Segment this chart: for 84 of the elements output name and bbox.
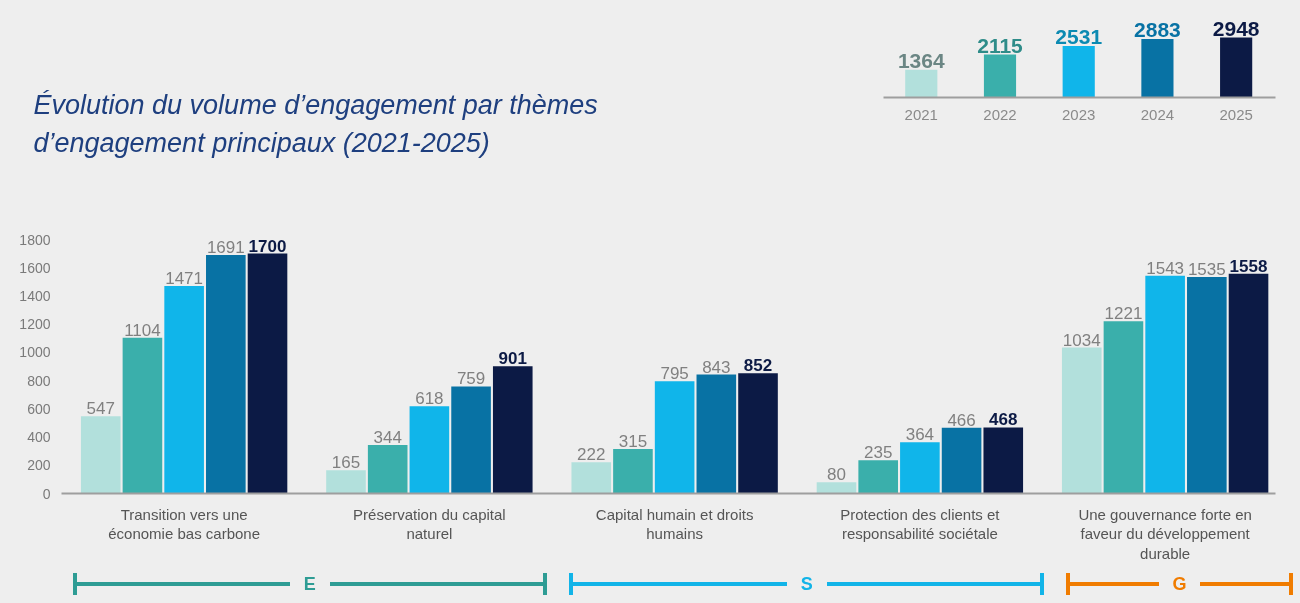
bar xyxy=(654,381,695,494)
x-tick-label: 2021 xyxy=(904,105,938,123)
bar xyxy=(1062,46,1095,98)
bar xyxy=(206,254,246,494)
bar xyxy=(900,442,940,494)
data-label: 344 xyxy=(373,427,402,447)
x-tick-label: Préservation du capital naturel xyxy=(353,505,506,543)
text: G xyxy=(1171,573,1188,595)
bar xyxy=(858,460,898,494)
bar xyxy=(1220,37,1253,98)
bar xyxy=(816,482,857,494)
y-tick-label: 400 xyxy=(27,429,51,446)
data-label: 1691 xyxy=(206,237,245,257)
data-label: 466 xyxy=(947,410,976,430)
data-label: 222 xyxy=(577,445,606,465)
data-label: 468 xyxy=(989,410,1018,430)
bar xyxy=(905,69,938,98)
data-label: 547 xyxy=(86,399,115,419)
data-label: 2883 xyxy=(1134,17,1181,41)
y-tick-label: 800 xyxy=(27,372,51,389)
bar xyxy=(571,462,612,494)
data-label: 1104 xyxy=(124,320,161,340)
y-tick-label: 1000 xyxy=(19,344,51,361)
data-label: 759 xyxy=(456,369,486,389)
x-tick-label: 2022 xyxy=(983,105,1017,123)
bar xyxy=(941,427,982,494)
y-tick-label: 0 xyxy=(42,485,51,502)
y-tick-label: 1400 xyxy=(19,287,51,304)
data-label: 364 xyxy=(905,425,935,445)
data-label: 2948 xyxy=(1212,16,1260,40)
bar xyxy=(122,337,163,494)
data-label: 618 xyxy=(415,389,444,409)
x-tick-label: Une gouvernance forte en faveur du développement durable xyxy=(1078,505,1252,562)
x-tick-label: Capital humain et droits humains xyxy=(595,505,754,543)
bar xyxy=(738,373,778,494)
data-label: 843 xyxy=(702,357,731,377)
bar xyxy=(1061,347,1102,494)
data-label: 795 xyxy=(660,364,689,384)
bar xyxy=(1145,275,1185,494)
data-label: 901 xyxy=(498,349,527,369)
bar xyxy=(326,470,366,494)
data-label: 315 xyxy=(618,432,648,452)
text: S xyxy=(799,573,814,595)
data-label: 165 xyxy=(331,453,361,473)
data-label: 1700 xyxy=(248,236,287,256)
bar xyxy=(983,54,1017,98)
bar xyxy=(164,285,204,494)
y-tick-label: 1200 xyxy=(19,316,51,333)
bar xyxy=(451,386,491,494)
bar xyxy=(613,449,653,494)
bar xyxy=(247,253,288,494)
y-tick-label: 600 xyxy=(27,400,51,417)
x-tick-label: Transition vers une économie bas carbone xyxy=(108,505,261,543)
bar xyxy=(492,366,533,494)
data-label: 235 xyxy=(864,443,893,463)
bar xyxy=(367,444,408,494)
bar xyxy=(1103,321,1144,494)
bar xyxy=(1141,38,1174,98)
data-label: 2531 xyxy=(1055,25,1103,49)
x-tick-label: 2023 xyxy=(1062,105,1096,123)
x-tick-label: Protection des clients et responsabilité sociétale xyxy=(840,505,1001,543)
data-label: 1364 xyxy=(897,48,945,72)
bar xyxy=(409,406,450,494)
data-label: 1543 xyxy=(1146,258,1185,278)
bar xyxy=(1187,276,1227,494)
bar xyxy=(1228,273,1269,494)
text: E xyxy=(302,573,317,595)
data-label: 1034 xyxy=(1062,330,1101,350)
y-tick-label: 200 xyxy=(27,457,51,474)
bar xyxy=(696,374,737,494)
chart-title: Évolution du volume d’engagement par thèmes d’engagement principaux (2021-2025) xyxy=(33,90,598,158)
bar xyxy=(80,416,121,494)
data-label: 852 xyxy=(743,356,773,376)
x-tick-label: 2024 xyxy=(1140,105,1175,123)
data-label: 1535 xyxy=(1187,259,1226,279)
bar xyxy=(983,427,1024,494)
data-label: 1558 xyxy=(1229,256,1268,276)
data-label: 2115 xyxy=(977,33,1024,57)
data-label: 1471 xyxy=(165,268,204,288)
data-label: 80 xyxy=(827,465,846,485)
x-tick-label: 2025 xyxy=(1219,105,1253,123)
y-tick-label: 1600 xyxy=(19,259,51,276)
data-label: 1221 xyxy=(1104,304,1143,324)
y-tick-label: 1800 xyxy=(19,231,51,248)
